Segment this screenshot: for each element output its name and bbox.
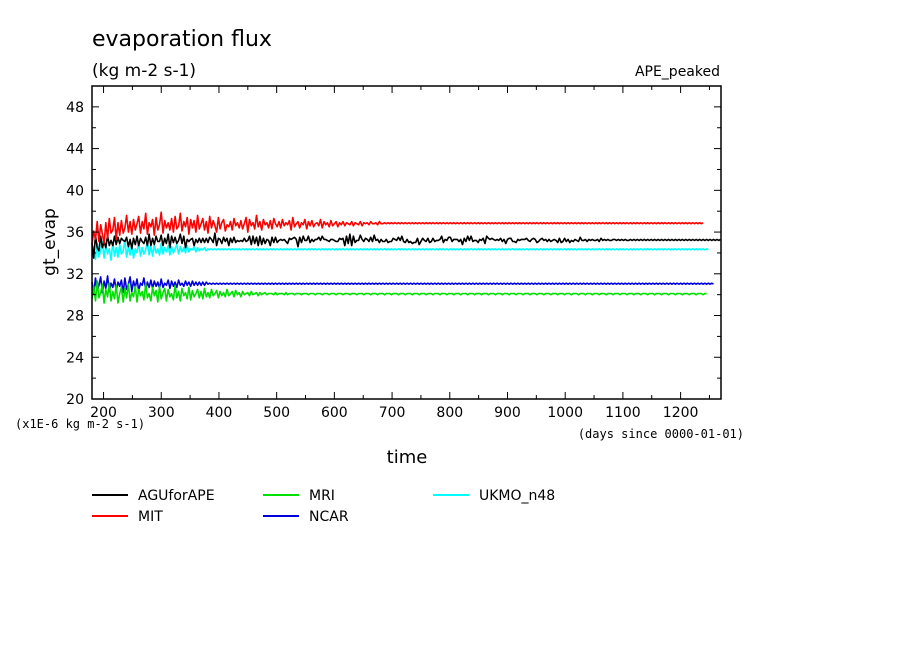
legend-label-mri: MRI — [309, 488, 335, 504]
experiment-label: APE_peaked — [635, 64, 720, 80]
y-tick-label: 36 — [66, 225, 84, 241]
legend-label-ncar: NCAR — [309, 509, 349, 525]
y-tick-label: 24 — [66, 350, 84, 366]
x-tick-label: 1100 — [605, 405, 641, 421]
x-tick-label: 200 — [90, 405, 117, 421]
x-tick-label: 1000 — [547, 405, 583, 421]
y-axis-label: gt_evap — [40, 208, 60, 276]
series-line-mit — [91, 211, 704, 245]
series-line-mri — [91, 280, 707, 304]
x-tick-label: 600 — [321, 405, 348, 421]
y-tick-label: 48 — [66, 100, 84, 116]
series-line-aguforape — [91, 232, 721, 259]
y-tick-label: 20 — [66, 392, 84, 408]
x-axis-label: time — [387, 447, 428, 468]
x-tick-label: 500 — [263, 405, 290, 421]
y-tick-label: 44 — [66, 142, 84, 158]
x-tick-label: 400 — [206, 405, 233, 421]
x-tick-label: 900 — [494, 405, 521, 421]
x-tick-label: 1200 — [663, 405, 699, 421]
x-tick-label: 300 — [148, 405, 175, 421]
x-tick-label: 700 — [379, 405, 406, 421]
series-line-ukmo_n48 — [91, 239, 709, 261]
x-units-note: (days since 0000-01-01) — [578, 427, 744, 441]
y-scale-note: (x1E-6 kg m-2 s-1) — [15, 417, 145, 431]
legend-label-aguforape: AGUforAPE — [138, 488, 215, 504]
chart-title: evaporation flux — [92, 27, 272, 52]
chart-units: (kg m-2 s-1) — [92, 61, 196, 81]
plot-frame — [91, 85, 722, 400]
y-tick-label: 32 — [66, 267, 84, 283]
series-layer — [91, 211, 721, 304]
legend: AGUforAPE MIT MRI NCAR UKMO_n48 — [92, 488, 555, 525]
legend-label-ukmo_n48: UKMO_n48 — [479, 488, 555, 504]
series-line-ncar — [91, 275, 714, 295]
ticks-layer: 200 300 400 500 600 700 800 900 1000 1100 1200 20 24… — [66, 86, 721, 421]
x-tick-label: 800 — [436, 405, 463, 421]
y-tick-label: 28 — [66, 309, 84, 325]
legend-label-mit: MIT — [138, 509, 163, 525]
y-tick-label: 40 — [66, 183, 84, 199]
